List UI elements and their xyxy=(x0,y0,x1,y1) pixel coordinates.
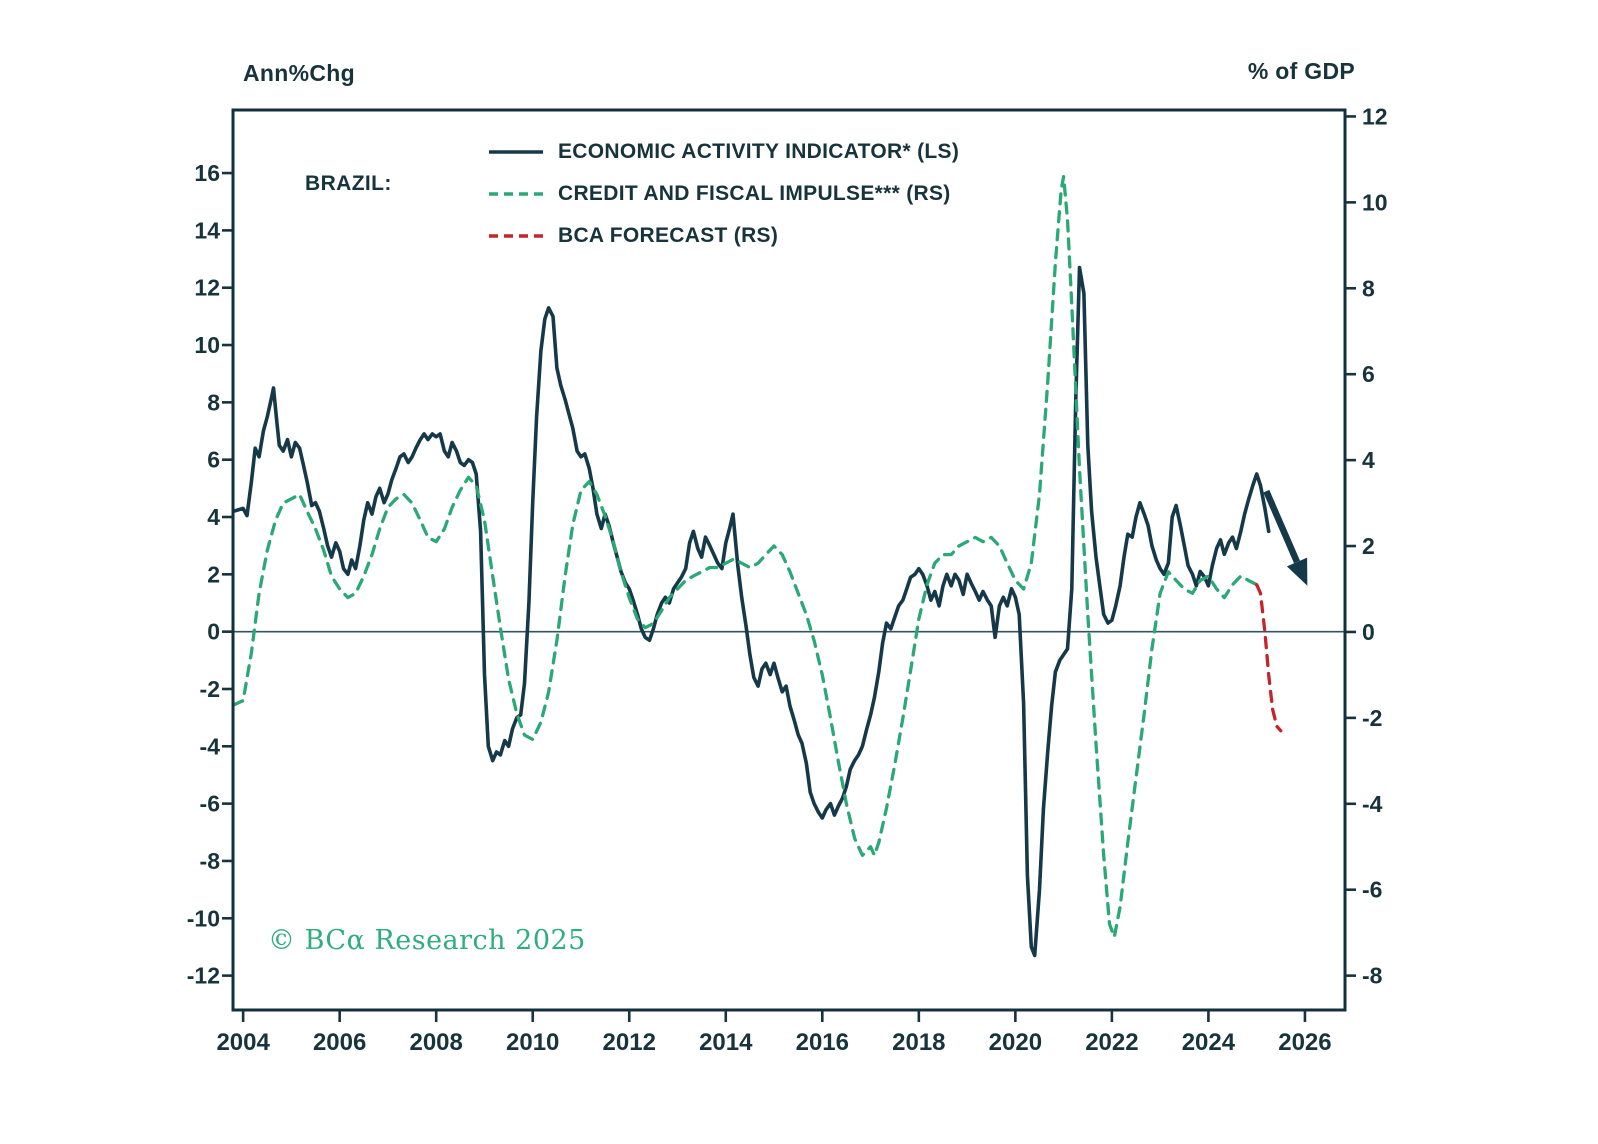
y-left-tick-label: 16 xyxy=(194,160,220,186)
y-left-tick-label: 12 xyxy=(194,275,220,301)
y-right-tick-label: 0 xyxy=(1362,619,1375,645)
region-label: BRAZIL: xyxy=(305,172,392,195)
x-tick-label: 2020 xyxy=(989,1029,1042,1056)
y-left-tick-label: -12 xyxy=(187,963,220,989)
legend-label-bca-forecast: BCA FORECAST (RS) xyxy=(558,224,779,247)
x-tick-label: 2010 xyxy=(506,1029,559,1056)
y-left-tick-label: 4 xyxy=(207,504,220,530)
y-left-tick-label: 8 xyxy=(207,389,220,415)
legend-swatch-economic-activity-line xyxy=(489,150,543,154)
y-left-tick-label: 14 xyxy=(194,217,220,243)
x-tick-label: 2014 xyxy=(699,1029,753,1056)
legend-swatch-credit-fiscal-line xyxy=(489,192,543,196)
plot-frame xyxy=(231,108,1347,1012)
legend-item-bca-forecast: BCA FORECAST (RS) xyxy=(487,215,959,257)
y-left-tick-label: 6 xyxy=(207,447,220,473)
y-right-tick-label: -4 xyxy=(1362,791,1383,817)
left-axis-title: Ann%Chg xyxy=(243,60,355,86)
y-right-tick-label: 2 xyxy=(1362,533,1375,559)
y-left-tick-label: -8 xyxy=(200,848,221,874)
y-right-tick-label: 8 xyxy=(1362,275,1375,301)
y-left-tick-label: -6 xyxy=(200,791,220,817)
legend-label-credit-fiscal-impulse: CREDIT AND FISCAL IMPULSE*** (RS) xyxy=(558,182,951,205)
y-left-tick-label: -4 xyxy=(200,733,221,759)
legend-label-economic-activity: ECONOMIC ACTIVITY INDICATOR* (LS) xyxy=(558,140,960,163)
y-left-tick-label: 10 xyxy=(194,332,220,358)
y-left-tick-label: -10 xyxy=(187,905,220,931)
series-line-2 xyxy=(1255,583,1283,733)
trend-arrow xyxy=(1263,489,1308,586)
legend-item-credit-fiscal-impulse: CREDIT AND FISCAL IMPULSE*** (RS) xyxy=(487,173,959,215)
y-right-tick-label: 10 xyxy=(1362,189,1388,215)
bca-research-watermark: © BCα Research 2025 xyxy=(268,925,586,956)
y-right-tick-label: -6 xyxy=(1362,877,1382,903)
y-left-tick-label: 0 xyxy=(207,619,220,645)
y-right-tick-label: -8 xyxy=(1362,963,1383,989)
right-axis-title: % of GDP xyxy=(1247,58,1355,84)
x-tick-label: 2026 xyxy=(1278,1029,1331,1056)
trend-arrow-shaft xyxy=(1263,489,1300,564)
x-tick-label: 2012 xyxy=(603,1029,656,1056)
y-left-tick-label: -2 xyxy=(200,676,220,702)
y-left-tick-label: 2 xyxy=(207,561,220,587)
y-right-tick-label: 6 xyxy=(1362,361,1375,387)
x-tick-label: 2006 xyxy=(313,1029,366,1056)
series-line-1 xyxy=(233,174,1259,939)
y-right-tick-label: 4 xyxy=(1362,447,1375,473)
y-right-tick-label: 12 xyxy=(1362,103,1388,129)
x-tick-label: 2004 xyxy=(216,1029,270,1056)
series-line-0 xyxy=(233,265,1271,958)
x-tick-label: 2016 xyxy=(796,1029,849,1056)
x-tick-label: 2022 xyxy=(1085,1029,1138,1056)
legend-item-economic-activity: ECONOMIC ACTIVITY INDICATOR* (LS) xyxy=(487,131,959,173)
x-tick-label: 2008 xyxy=(409,1029,462,1056)
x-tick-label: 2024 xyxy=(1182,1029,1236,1056)
trend-arrow-head xyxy=(1286,557,1308,586)
legend: ECONOMIC ACTIVITY INDICATOR* (LS) CREDIT… xyxy=(487,131,959,257)
legend-swatch-bca-forecast-line xyxy=(489,234,543,238)
series-group xyxy=(233,174,1283,958)
y-right-tick-label: -2 xyxy=(1362,705,1382,731)
x-tick-label: 2018 xyxy=(892,1029,945,1056)
